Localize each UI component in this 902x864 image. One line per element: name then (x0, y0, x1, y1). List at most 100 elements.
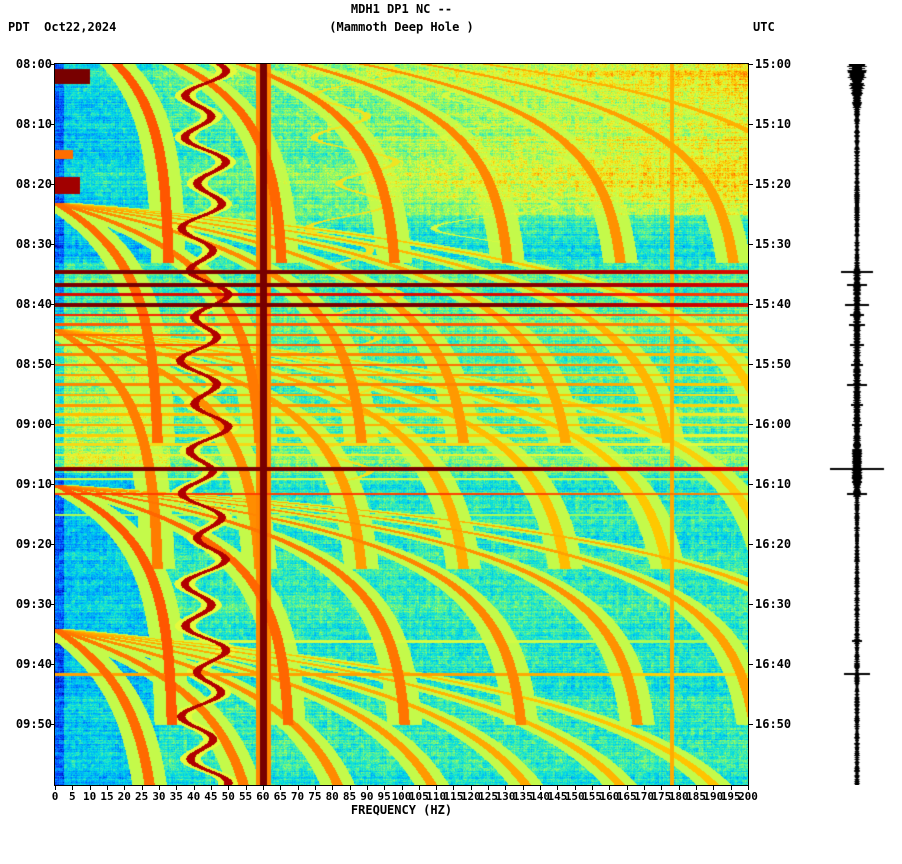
time-tick-label-right: 15:20 (755, 177, 792, 191)
freq-tick-label: 20 (117, 790, 131, 803)
left-tick-mark (50, 604, 55, 605)
freq-tick-mark (280, 786, 281, 790)
time-tick-label-right: 16:30 (755, 597, 792, 611)
time-tick-label-left: 09:00 (15, 417, 52, 431)
left-tick-mark (50, 724, 55, 725)
right-tick-mark (748, 604, 753, 605)
time-tick-label-left: 08:00 (15, 57, 52, 71)
frequency-axis-label: FREQUENCY (HZ) (350, 803, 453, 817)
freq-tick-mark (263, 786, 264, 790)
freq-tick-label: 75 (308, 790, 322, 803)
right-tick-mark (748, 664, 753, 665)
freq-tick-mark (124, 786, 125, 790)
freq-tick-mark (72, 786, 73, 790)
time-tick-label-left: 09:20 (15, 537, 52, 551)
right-tick-mark (748, 304, 753, 305)
freq-tick-label: 165 (616, 790, 637, 803)
time-tick-label-left: 09:30 (15, 597, 52, 611)
freq-tick-label: 135 (512, 790, 533, 803)
time-tick-label-right: 16:20 (755, 537, 792, 551)
freq-tick-label: 150 (564, 790, 585, 803)
freq-tick-mark (211, 786, 212, 790)
left-tick-mark (50, 304, 55, 305)
freq-tick-mark (246, 786, 247, 790)
freq-tick-mark (644, 786, 645, 790)
left-tick-mark (50, 124, 55, 125)
freq-tick-mark (696, 786, 697, 790)
freq-tick-mark (713, 786, 714, 790)
freq-tick-label: 10 (83, 790, 97, 803)
right-tick-mark (748, 244, 753, 245)
freq-tick-label: 45 (204, 790, 218, 803)
freq-tick-label: 175 (651, 790, 672, 803)
freq-tick-label: 25 (135, 790, 149, 803)
right-tick-mark (748, 124, 753, 125)
freq-tick-label: 80 (325, 790, 339, 803)
time-tick-label-right: 16:40 (755, 657, 792, 671)
freq-tick-label: 120 (460, 790, 481, 803)
freq-tick-mark (332, 786, 333, 790)
freq-tick-mark (142, 786, 143, 790)
freq-tick-label: 35 (169, 790, 183, 803)
freq-tick-mark (194, 786, 195, 790)
right-tick-mark (748, 484, 753, 485)
freq-tick-label: 130 (495, 790, 516, 803)
freq-tick-mark (748, 786, 749, 790)
freq-tick-mark (298, 786, 299, 790)
time-tick-label-left: 08:30 (15, 237, 52, 251)
freq-tick-mark (228, 786, 229, 790)
right-tick-mark (748, 364, 753, 365)
freq-tick-mark (679, 786, 680, 790)
spectrogram-plot[interactable] (54, 63, 749, 786)
right-tick-mark (748, 724, 753, 725)
left-tick-mark (50, 244, 55, 245)
freq-tick-mark (592, 786, 593, 790)
freq-tick-label: 100 (391, 790, 412, 803)
freq-tick-label: 30 (152, 790, 166, 803)
local-timezone-date-label: PDT Oct22,2024 (8, 20, 117, 34)
time-tick-label-left: 09:10 (15, 477, 52, 491)
freq-tick-mark (575, 786, 576, 790)
freq-tick-label: 155 (582, 790, 602, 803)
freq-tick-label: 110 (426, 790, 447, 803)
left-tick-mark (50, 484, 55, 485)
left-tick-mark (50, 664, 55, 665)
right-tick-mark (748, 544, 753, 545)
freq-tick-label: 160 (599, 790, 620, 803)
freq-tick-mark (159, 786, 160, 790)
freq-tick-label: 65 (273, 790, 287, 803)
freq-tick-mark (557, 786, 558, 790)
freq-tick-mark (402, 786, 403, 790)
freq-tick-mark (661, 786, 662, 790)
time-tick-label-left: 09:40 (15, 657, 52, 671)
freq-tick-label: 70 (290, 790, 305, 803)
right-tick-mark (748, 64, 753, 65)
time-tick-label-right: 16:00 (755, 417, 792, 431)
left-tick-mark (50, 184, 55, 185)
freq-tick-label: 0 (51, 790, 59, 803)
station-subtitle: (Mammoth Deep Hole ) (329, 20, 474, 34)
freq-tick-label: 50 (221, 790, 235, 803)
freq-tick-mark (471, 786, 472, 790)
time-tick-label-right: 15:10 (755, 117, 792, 131)
freq-tick-label: 170 (634, 790, 654, 803)
freq-tick-label: 145 (547, 790, 568, 803)
freq-tick-mark (55, 786, 56, 790)
freq-tick-label: 200 (738, 790, 758, 803)
time-tick-label-left: 08:40 (15, 297, 52, 311)
freq-tick-label: 190 (703, 790, 724, 803)
freq-tick-label: 125 (478, 790, 499, 803)
freq-tick-mark (350, 786, 351, 790)
time-tick-label-left: 08:50 (15, 357, 52, 371)
freq-tick-mark (627, 786, 628, 790)
freq-tick-mark (419, 786, 420, 790)
time-tick-label-left: 09:50 (15, 717, 52, 731)
left-tick-mark (50, 364, 55, 365)
freq-tick-mark (488, 786, 489, 790)
freq-tick-mark (436, 786, 437, 790)
freq-tick-label: 105 (408, 790, 429, 803)
time-tick-label-right: 16:10 (755, 477, 792, 491)
time-tick-label-right: 15:30 (755, 237, 792, 251)
freq-tick-mark (540, 786, 541, 790)
